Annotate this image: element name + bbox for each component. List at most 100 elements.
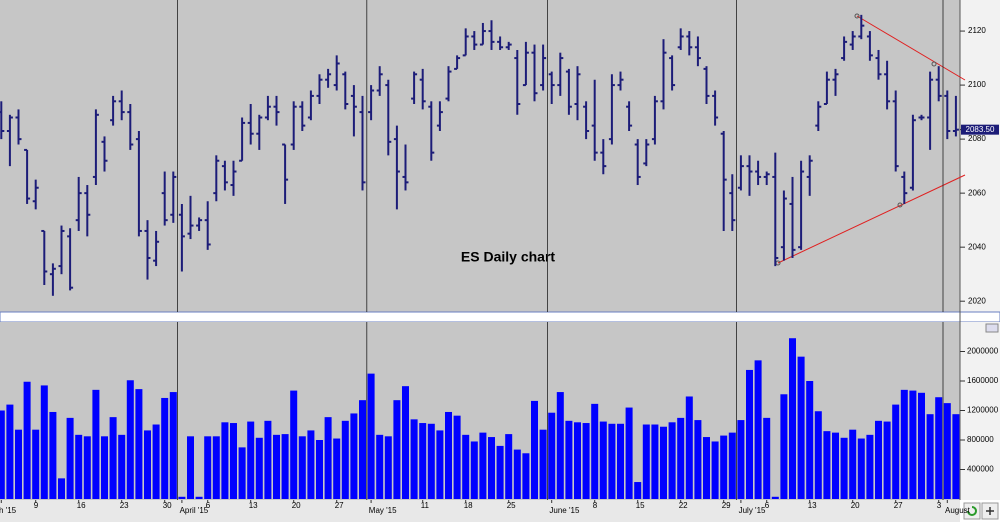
volume-bar bbox=[152, 424, 160, 499]
volume-bar bbox=[384, 436, 392, 499]
ohlc-bar bbox=[15, 109, 22, 145]
ohlc-bar bbox=[557, 52, 564, 96]
volume-bar bbox=[574, 422, 581, 499]
volume-bar bbox=[49, 411, 57, 499]
volume-bar bbox=[608, 423, 616, 499]
x-tick-label: 16 bbox=[77, 501, 86, 510]
x-tick-label: August bbox=[945, 506, 971, 515]
volume-bar bbox=[118, 434, 126, 499]
last-price-box bbox=[961, 124, 999, 135]
ohlc-bar bbox=[755, 160, 762, 186]
ohlc-bar bbox=[144, 220, 151, 280]
ohlc-bar bbox=[823, 71, 830, 105]
volume-bar bbox=[703, 437, 710, 499]
ohlc-bar bbox=[92, 109, 99, 186]
ohlc-bar bbox=[41, 229, 48, 285]
ohlc-bar bbox=[918, 114, 925, 121]
ohlc-bar bbox=[118, 90, 125, 121]
volume-bar bbox=[789, 338, 796, 499]
ohlc-bar bbox=[694, 36, 701, 67]
ohlc-bar bbox=[411, 71, 418, 104]
ohlc-bar bbox=[325, 68, 332, 88]
ohlc-bar bbox=[178, 203, 185, 272]
ohlc-bar bbox=[419, 68, 426, 110]
volume-bar bbox=[410, 419, 418, 499]
volume-bar bbox=[797, 356, 805, 499]
x-tick-label: 3 bbox=[937, 501, 942, 510]
volume-bar bbox=[144, 430, 151, 499]
ohlc-bar bbox=[221, 160, 228, 191]
ohlc-bar bbox=[522, 41, 529, 87]
volume-bar bbox=[6, 404, 14, 499]
volume-bar bbox=[694, 420, 702, 499]
ohlc-bar bbox=[952, 95, 959, 137]
ohlc-bar bbox=[204, 201, 211, 250]
volume-bar bbox=[445, 411, 452, 499]
volume-bar bbox=[281, 434, 289, 499]
volume-bar bbox=[169, 392, 177, 499]
volume-bar bbox=[556, 392, 564, 499]
volume-bar bbox=[883, 421, 891, 499]
volume-bar bbox=[488, 437, 495, 499]
ohlc-bar bbox=[67, 228, 74, 291]
ohlc-bar bbox=[565, 68, 572, 115]
ohlc-bar bbox=[849, 31, 856, 50]
ohlc-bar bbox=[643, 139, 650, 167]
volume-bar bbox=[436, 430, 444, 499]
ohlc-bar bbox=[944, 90, 951, 140]
volume-bar bbox=[677, 417, 685, 499]
x-axis-area bbox=[0, 500, 960, 522]
volume-bar bbox=[195, 496, 203, 499]
volume-bar bbox=[15, 429, 22, 499]
volume-bar bbox=[92, 389, 100, 499]
ohlc-bar bbox=[75, 176, 82, 231]
volume-bar bbox=[212, 436, 220, 499]
volume-bar bbox=[32, 429, 40, 499]
y-tick-label: 1200000 bbox=[967, 406, 999, 415]
volume-bar bbox=[264, 420, 272, 499]
ohlc-bar bbox=[170, 171, 177, 223]
ohlc-bar bbox=[858, 14, 865, 40]
panel-button[interactable] bbox=[985, 323, 999, 333]
x-tick-label: 22 bbox=[679, 501, 688, 510]
x-tick-label: 11 bbox=[421, 501, 430, 510]
x-tick-label: April '15 bbox=[180, 506, 209, 515]
y-tick-label: 2040 bbox=[968, 242, 986, 251]
ohlc-bar bbox=[669, 55, 676, 91]
volume-bar bbox=[531, 400, 538, 499]
volume-bar bbox=[832, 432, 839, 499]
ohlc-bar bbox=[583, 101, 590, 140]
volume-bar bbox=[324, 417, 332, 499]
volume-bar bbox=[780, 394, 788, 499]
ohlc-bar bbox=[875, 49, 882, 80]
volume-bar bbox=[58, 478, 65, 499]
y-tick-label: 400000 bbox=[967, 465, 994, 474]
ohlc-bar bbox=[32, 179, 39, 210]
refresh-button[interactable] bbox=[963, 502, 981, 520]
volume-bar bbox=[83, 436, 91, 499]
ohlc-bar bbox=[350, 85, 357, 137]
ohlc-bar bbox=[428, 101, 435, 161]
ohlc-bar bbox=[393, 125, 400, 210]
x-tick-label: 6 bbox=[765, 501, 770, 510]
ohlc-bar bbox=[282, 143, 289, 204]
y-tick-label: 2000000 bbox=[967, 347, 999, 356]
ohlc-bar bbox=[514, 49, 521, 115]
x-tick-label: 27 bbox=[894, 501, 903, 510]
ohlc-bar bbox=[359, 95, 366, 191]
ohlc-bar bbox=[299, 101, 306, 132]
x-tick-label: 20 bbox=[851, 501, 860, 510]
ohlc-bar bbox=[488, 20, 495, 50]
volume-bar bbox=[651, 424, 659, 499]
ohlc-bar bbox=[574, 66, 581, 121]
ohlc-bar bbox=[548, 71, 555, 104]
volume-bar bbox=[634, 482, 642, 499]
volume-bar bbox=[617, 423, 624, 499]
ohlc-bar bbox=[866, 31, 873, 61]
pivot bbox=[931, 61, 937, 67]
volume-bar bbox=[926, 414, 934, 499]
volume-bar bbox=[66, 417, 74, 499]
ohlc-bar bbox=[230, 160, 237, 196]
ohlc-bar bbox=[402, 144, 409, 191]
y-tick-label: 800000 bbox=[967, 435, 994, 444]
